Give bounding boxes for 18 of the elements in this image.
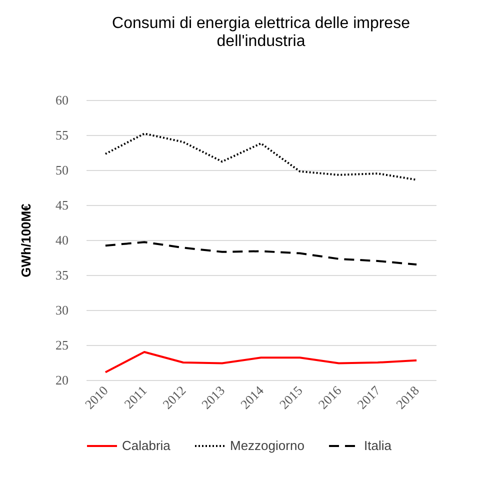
- legend-label: Italia: [364, 438, 392, 453]
- y-tick-label: 25: [56, 338, 68, 352]
- y-tick-label: 30: [56, 302, 68, 318]
- y-tick-label: 55: [56, 128, 68, 142]
- y-tick-label: 50: [56, 162, 68, 178]
- y-tick-label: 40: [56, 232, 68, 248]
- y-tick-label: 35: [56, 268, 68, 282]
- y-tick-label: 20: [56, 372, 68, 388]
- legend-label: Mezzogiorno: [230, 438, 304, 453]
- x-tick-label: 2011: [121, 382, 150, 412]
- line-series: [104, 351, 418, 374]
- chart-title: Consumi di energia elettrica delle imprese dell'industria: [112, 15, 410, 50]
- line-series: [104, 241, 418, 266]
- y-axis-title: GWh/100M€: [18, 204, 34, 278]
- y-tick-label: 45: [56, 198, 68, 212]
- y-tick-label: 60: [56, 92, 68, 108]
- line-series: [104, 132, 418, 181]
- legend-label: Calabria: [122, 438, 172, 453]
